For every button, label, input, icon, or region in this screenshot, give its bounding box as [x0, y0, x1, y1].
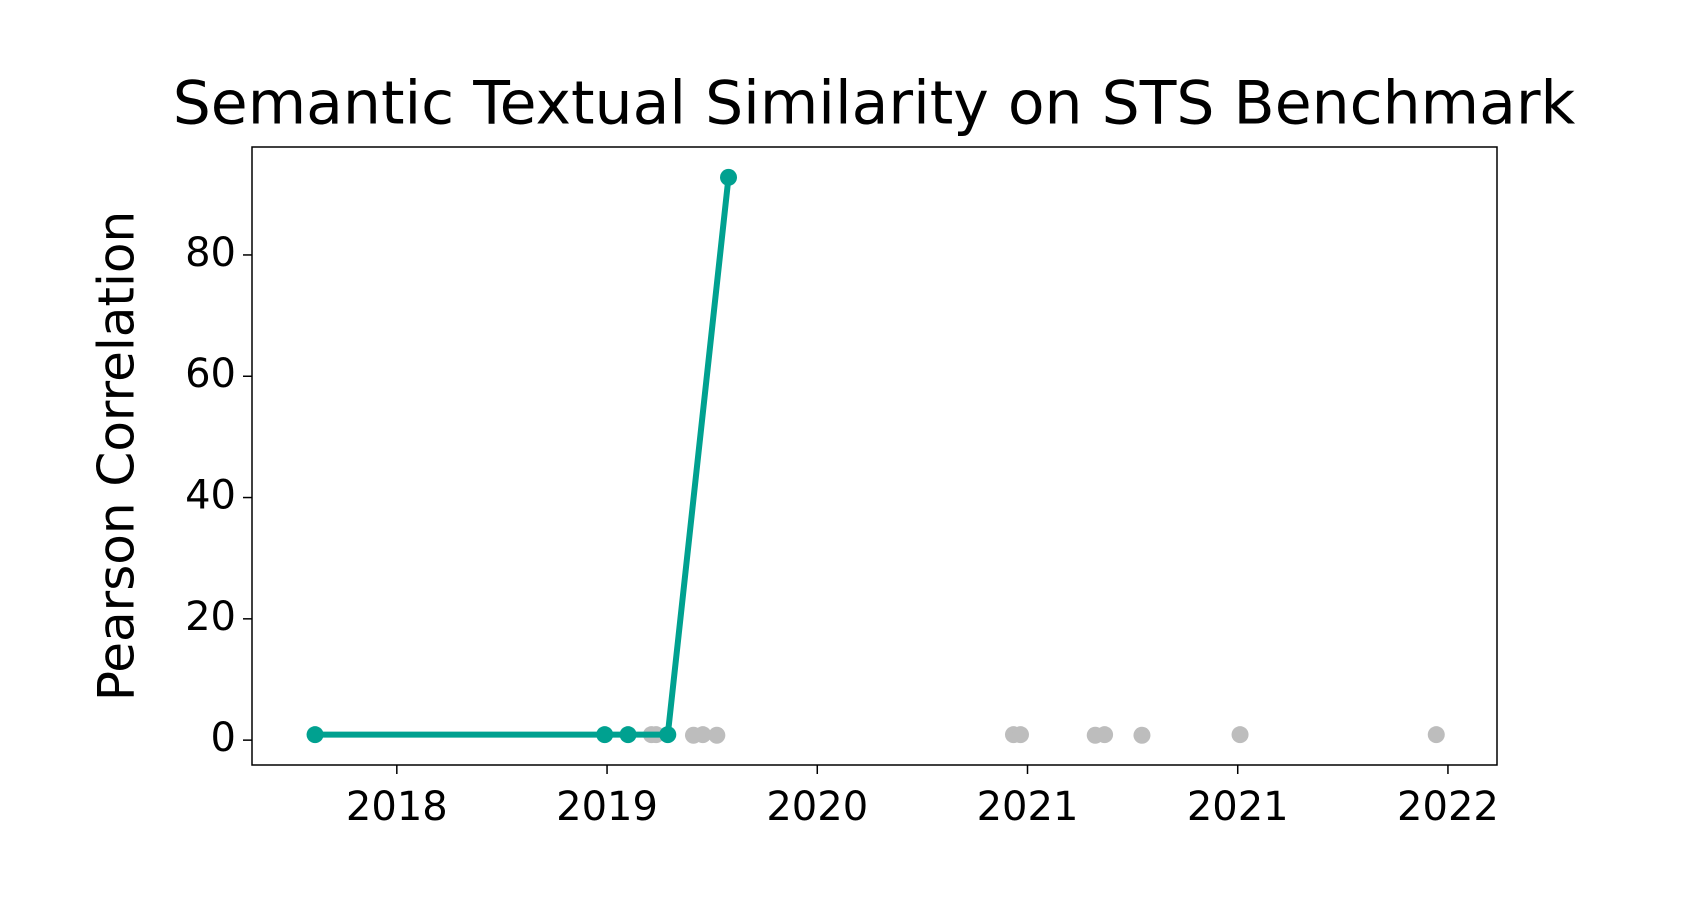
data-point: [619, 726, 637, 744]
y-tick-label: 60: [185, 351, 236, 397]
x-tick-label: 2020: [766, 784, 868, 830]
data-point: [1231, 726, 1249, 744]
y-axis-label: Pearson Correlation: [88, 211, 146, 701]
y-tick-label: 20: [185, 594, 236, 640]
x-tick-label: 2021: [977, 784, 1079, 830]
data-point: [1011, 726, 1029, 744]
x-tick-label: 2021: [1187, 784, 1289, 830]
data-point: [306, 726, 324, 744]
chart-title: Semantic Textual Similarity on STS Bench…: [173, 69, 1576, 139]
data-point: [1133, 726, 1151, 744]
y-tick-label: 40: [185, 473, 236, 519]
y-tick-label: 0: [211, 715, 236, 761]
series-line: [315, 176, 732, 738]
data-point: [720, 168, 738, 186]
plot-frame: [251, 146, 1498, 766]
data-point: [659, 726, 677, 744]
x-tick-label: 2019: [556, 784, 658, 830]
x-tick-label: 2022: [1397, 784, 1499, 830]
data-point: [694, 726, 712, 744]
x-tick-label: 2018: [346, 784, 448, 830]
data-point: [1096, 726, 1114, 744]
data-point: [708, 726, 726, 744]
y-tick-label: 80: [185, 230, 236, 276]
data-point: [1427, 726, 1445, 744]
data-point: [596, 726, 614, 744]
